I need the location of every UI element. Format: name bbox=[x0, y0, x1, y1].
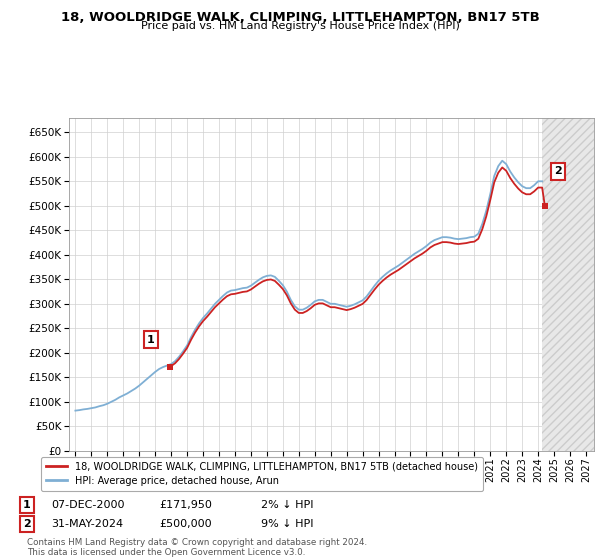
Text: £500,000: £500,000 bbox=[159, 519, 212, 529]
Text: £171,950: £171,950 bbox=[159, 500, 212, 510]
Text: 1: 1 bbox=[23, 500, 31, 510]
Text: Price paid vs. HM Land Registry's House Price Index (HPI): Price paid vs. HM Land Registry's House … bbox=[140, 21, 460, 31]
Text: 2% ↓ HPI: 2% ↓ HPI bbox=[261, 500, 314, 510]
Bar bbox=[542, 118, 594, 451]
Text: Contains HM Land Registry data © Crown copyright and database right 2024.
This d: Contains HM Land Registry data © Crown c… bbox=[27, 538, 367, 557]
Text: 9% ↓ HPI: 9% ↓ HPI bbox=[261, 519, 314, 529]
Text: 2: 2 bbox=[554, 166, 562, 176]
Legend: 18, WOOLDRIDGE WALK, CLIMPING, LITTLEHAMPTON, BN17 5TB (detached house), HPI: Av: 18, WOOLDRIDGE WALK, CLIMPING, LITTLEHAM… bbox=[41, 457, 483, 491]
Text: 1: 1 bbox=[147, 334, 155, 344]
Text: 31-MAY-2024: 31-MAY-2024 bbox=[51, 519, 123, 529]
Text: 07-DEC-2000: 07-DEC-2000 bbox=[51, 500, 125, 510]
Text: 2: 2 bbox=[23, 519, 31, 529]
Text: 18, WOOLDRIDGE WALK, CLIMPING, LITTLEHAMPTON, BN17 5TB: 18, WOOLDRIDGE WALK, CLIMPING, LITTLEHAM… bbox=[61, 11, 539, 24]
